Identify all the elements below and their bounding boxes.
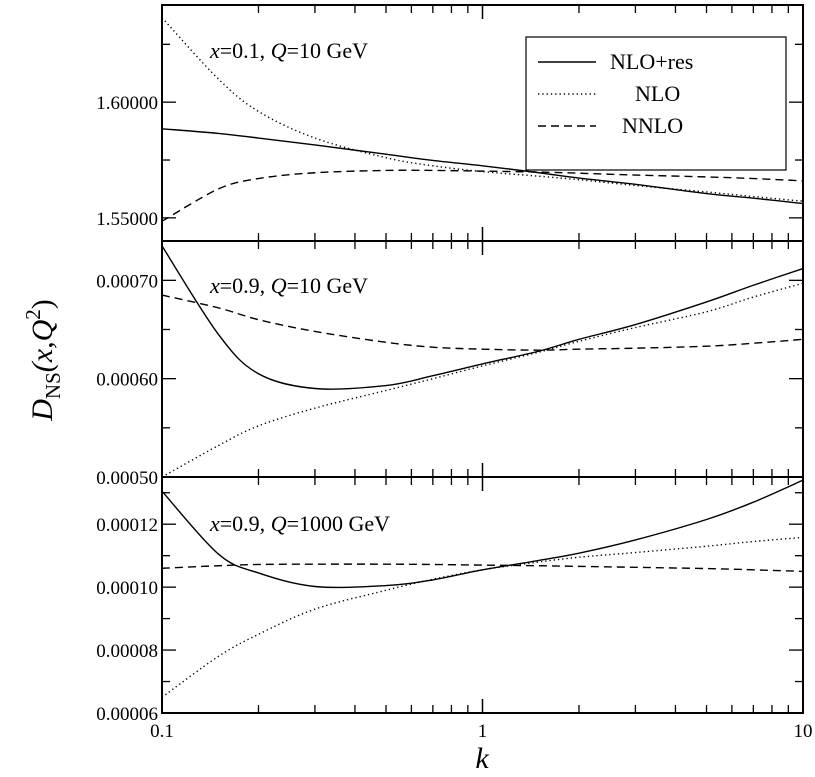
y-tick-label: 0.00050 [96, 468, 158, 489]
legend-label-nlo-res: NLO+res [610, 49, 693, 74]
series-line-nlo-panel-1 [161, 17, 804, 202]
panel-annotation-middle: x=0.9, Q=10 GeV [209, 273, 368, 298]
y-tick-label: 0.00060 [96, 370, 158, 391]
legend-box [525, 36, 787, 171]
series-line-nlo-res-panel-2 [161, 245, 804, 390]
y-tick-label: 1.60000 [96, 93, 158, 114]
y-axis-title: DNS(x,Q2) [21, 299, 65, 422]
legend-label-nnlo: NNLO [622, 113, 683, 138]
y-tick-label: 1.55000 [96, 209, 158, 230]
x-tick-label: 1 [478, 721, 488, 742]
series-line-nlo-panel-2 [161, 282, 804, 478]
y-tick-label: 0.00008 [96, 641, 158, 662]
panel-annotation-bottom: x=0.9, Q=1000 GeV [209, 511, 390, 536]
series-curves [161, 17, 804, 698]
series-line-nnlo-panel-1 [161, 169, 804, 222]
x-axis-title: k [475, 742, 489, 775]
y-tick-label: 0.00010 [96, 578, 158, 599]
series-line-nnlo-panel-2 [161, 294, 804, 351]
axis-ticks [161, 5, 804, 714]
y-tick-labels: 1.55000 1.60000 0.00050 0.00060 0.00070 0.000… [96, 93, 158, 725]
legend: NLO+res NLO NNLO [525, 36, 787, 171]
series-line-nnlo-panel-3 [161, 563, 804, 573]
x-tick-label: 10 [794, 721, 813, 742]
legend-label-nlo: NLO [635, 81, 680, 106]
x-tick-label: 0.1 [150, 721, 174, 742]
y-tick-label: 0.00006 [96, 704, 158, 725]
y-tick-label: 0.00070 [96, 271, 158, 292]
panel-annotation-top: x=0.1, Q=10 GeV [209, 38, 368, 63]
series-line-nlo-res-panel-1 [161, 128, 804, 205]
x-tick-labels: 0.1 1 10 [150, 721, 812, 742]
series-line-nlo-panel-3 [161, 536, 804, 698]
y-tick-label: 0.00012 [96, 515, 158, 536]
